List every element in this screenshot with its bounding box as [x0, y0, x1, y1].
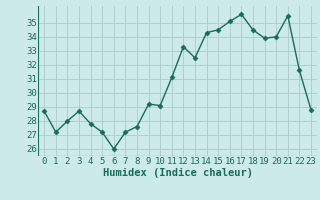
X-axis label: Humidex (Indice chaleur): Humidex (Indice chaleur)	[103, 168, 252, 178]
